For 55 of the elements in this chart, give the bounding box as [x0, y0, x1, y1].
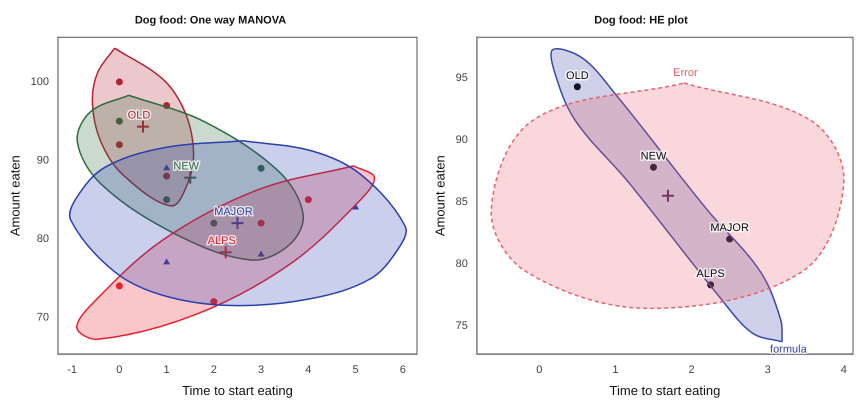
point: [304, 196, 312, 204]
point: [164, 164, 170, 170]
series-label: MAJOR: [214, 206, 253, 218]
point: [164, 258, 170, 264]
point: [210, 220, 218, 227]
y-axis-title: Amount eaten: [432, 155, 448, 236]
x-tick-label: 0: [536, 364, 542, 376]
point: [726, 236, 734, 243]
point: [258, 220, 265, 227]
point: [258, 251, 264, 257]
point: [660, 188, 675, 203]
x-axis-title: Time to start eating: [182, 382, 293, 398]
point: [116, 78, 123, 86]
point: [116, 118, 123, 125]
y-tick-label: 85: [456, 196, 468, 208]
x-tick-label: 4: [305, 364, 312, 376]
x-tick-label: -1: [67, 364, 78, 376]
point: [116, 141, 123, 148]
point: [574, 83, 581, 90]
point: [116, 282, 123, 290]
point: [258, 164, 265, 172]
y-tick-label: 75: [456, 320, 468, 332]
point: [136, 120, 150, 134]
series-label: Error: [673, 67, 698, 80]
y-tick-label: 70: [36, 311, 49, 324]
chart-title: Dog food: One way MANOVA: [134, 14, 286, 27]
series-label: formula: [770, 344, 808, 356]
point: [218, 245, 233, 260]
x-axis-title: Time to start eating: [610, 382, 720, 398]
point: [163, 172, 170, 180]
y-tick-label: 100: [30, 76, 49, 88]
annotation: OLD: [566, 70, 589, 82]
x-tick-label: 4: [840, 364, 847, 376]
x-tick-label: 2: [688, 364, 695, 376]
y-tick-label: 95: [456, 72, 468, 84]
y-tick-label: 80: [456, 258, 468, 270]
series-label: OLD: [128, 110, 150, 122]
x-tick-label: 3: [764, 364, 771, 376]
x-tick-label: 2: [210, 364, 217, 376]
x-tick-label: 3: [258, 364, 264, 376]
y-tick-label: 80: [36, 232, 49, 245]
y-tick-label: 90: [456, 134, 468, 146]
series-label: ALPS: [208, 235, 236, 248]
x-tick-label: 6: [400, 364, 406, 376]
chart-title: Dog food: HE plot: [594, 14, 688, 27]
point: [183, 170, 198, 185]
point: [163, 196, 170, 204]
x-tick-label: 1: [612, 364, 618, 376]
point: [650, 164, 657, 171]
point: [230, 216, 244, 230]
x-tick-label: 1: [164, 364, 170, 376]
y-tick-label: 90: [36, 154, 49, 166]
x-tick-label: 5: [352, 364, 359, 376]
x-tick-label: 0: [116, 364, 122, 376]
y-axis-title: Amount eaten: [7, 155, 22, 236]
